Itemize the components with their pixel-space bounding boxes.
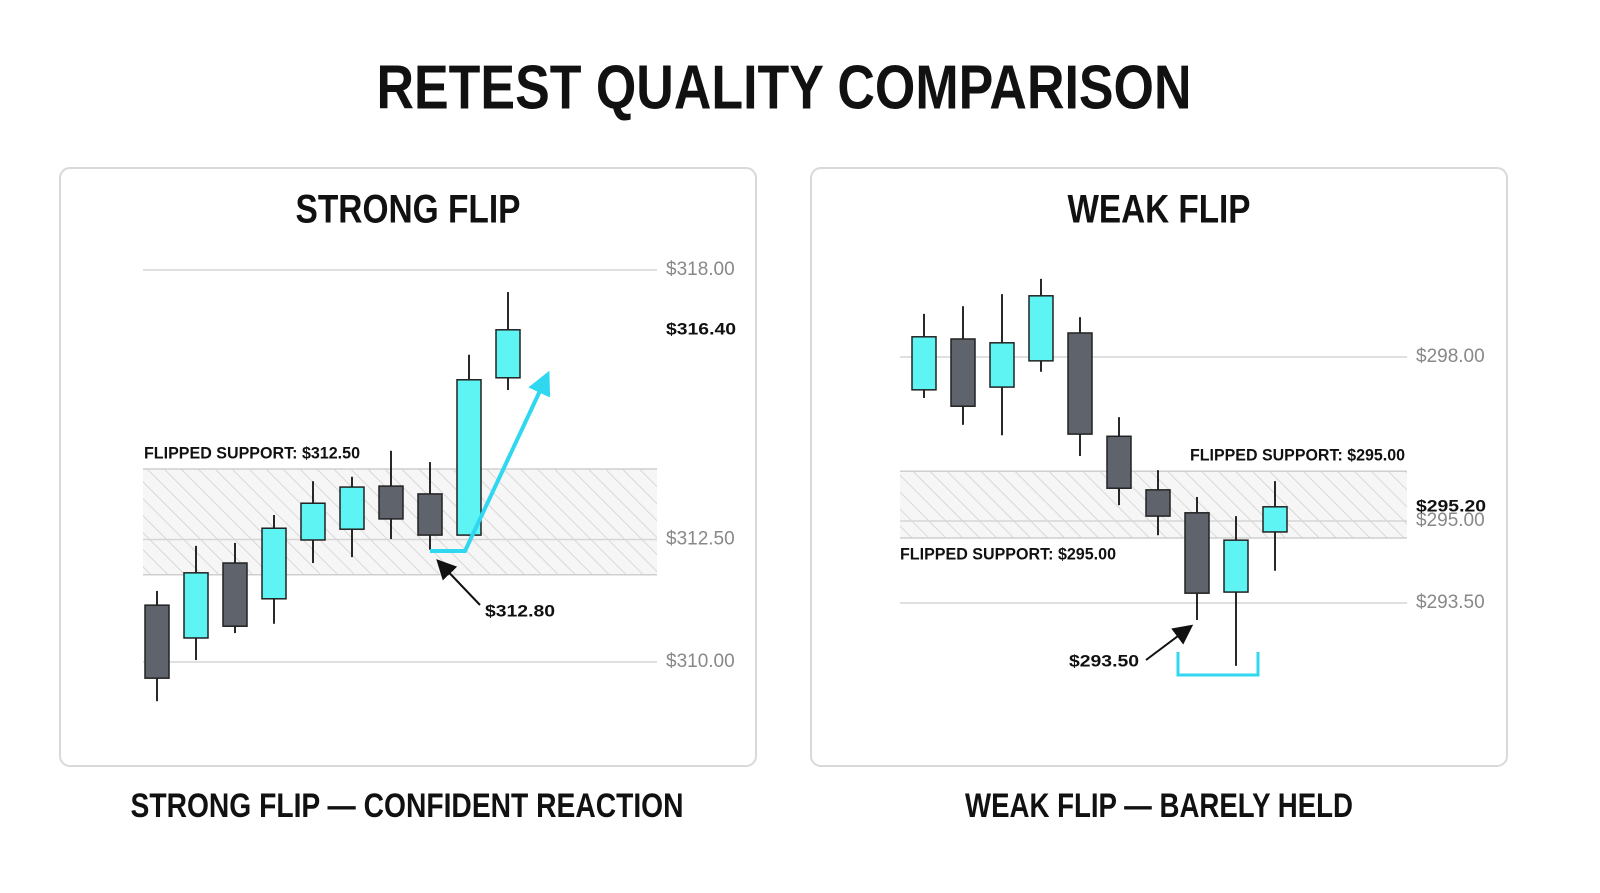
- page-title: RETEST QUALITY COMPARISON: [377, 53, 1192, 122]
- candle-body: [1067, 332, 1093, 435]
- candle-body: [1106, 435, 1132, 489]
- candle-body: [339, 486, 365, 530]
- candle-body: [1223, 539, 1249, 593]
- candle-body: [911, 336, 937, 391]
- arrow: [436, 559, 481, 606]
- annotation: $295.20: [1416, 496, 1486, 515]
- annotation: $312.80: [485, 601, 555, 620]
- caption: STRONG FLIP — CONFIDENT REACTION: [131, 787, 684, 825]
- panel: [810, 167, 1508, 767]
- annotation: $293.50: [1069, 651, 1139, 670]
- panel-title: STRONG FLIP: [296, 188, 521, 232]
- candle-body: [222, 562, 248, 627]
- wick-bracket: [1176, 652, 1260, 677]
- arrow: [1145, 624, 1194, 661]
- candle-body: [950, 338, 976, 407]
- annotation: $316.40: [666, 319, 736, 338]
- candle-body: [1184, 512, 1210, 594]
- candle-body: [183, 572, 209, 639]
- y-tick-label: $295.00: [1416, 510, 1485, 531]
- candle-body: [417, 493, 443, 536]
- candle-body: [456, 379, 482, 536]
- candle-body: [1262, 506, 1288, 533]
- chart: $298.00 $295.00 $293.50: [900, 278, 1485, 666]
- candle-body: [1145, 489, 1171, 517]
- candle-body: [144, 604, 170, 679]
- panel-title: WEAK FLIP: [1068, 188, 1251, 232]
- y-tick-label: $293.50: [1416, 592, 1485, 613]
- candle-body: [300, 502, 326, 541]
- support-zone: [143, 468, 657, 575]
- reaction-arrow: [430, 370, 551, 553]
- y-tick-label: $310.00: [666, 651, 735, 672]
- annotation: FLIPPED SUPPORT: $295.00: [900, 544, 1116, 563]
- candle-body: [378, 485, 404, 520]
- candle-body: [1028, 295, 1054, 362]
- y-tick-label: $312.50: [666, 529, 735, 550]
- chart: $318.00 $312.50 $310.00: [143, 259, 735, 702]
- candle-body: [989, 342, 1015, 388]
- annotation: FLIPPED SUPPORT: $295.00: [1190, 445, 1405, 464]
- annotation: FLIPPED SUPPORT: $312.50: [144, 443, 360, 462]
- y-tick-label: $318.00: [666, 259, 735, 280]
- y-tick-label: $298.00: [1416, 346, 1485, 367]
- candle-body: [261, 527, 287, 600]
- caption: WEAK FLIP — BARELY HELD: [965, 787, 1353, 825]
- candle-body: [495, 329, 521, 379]
